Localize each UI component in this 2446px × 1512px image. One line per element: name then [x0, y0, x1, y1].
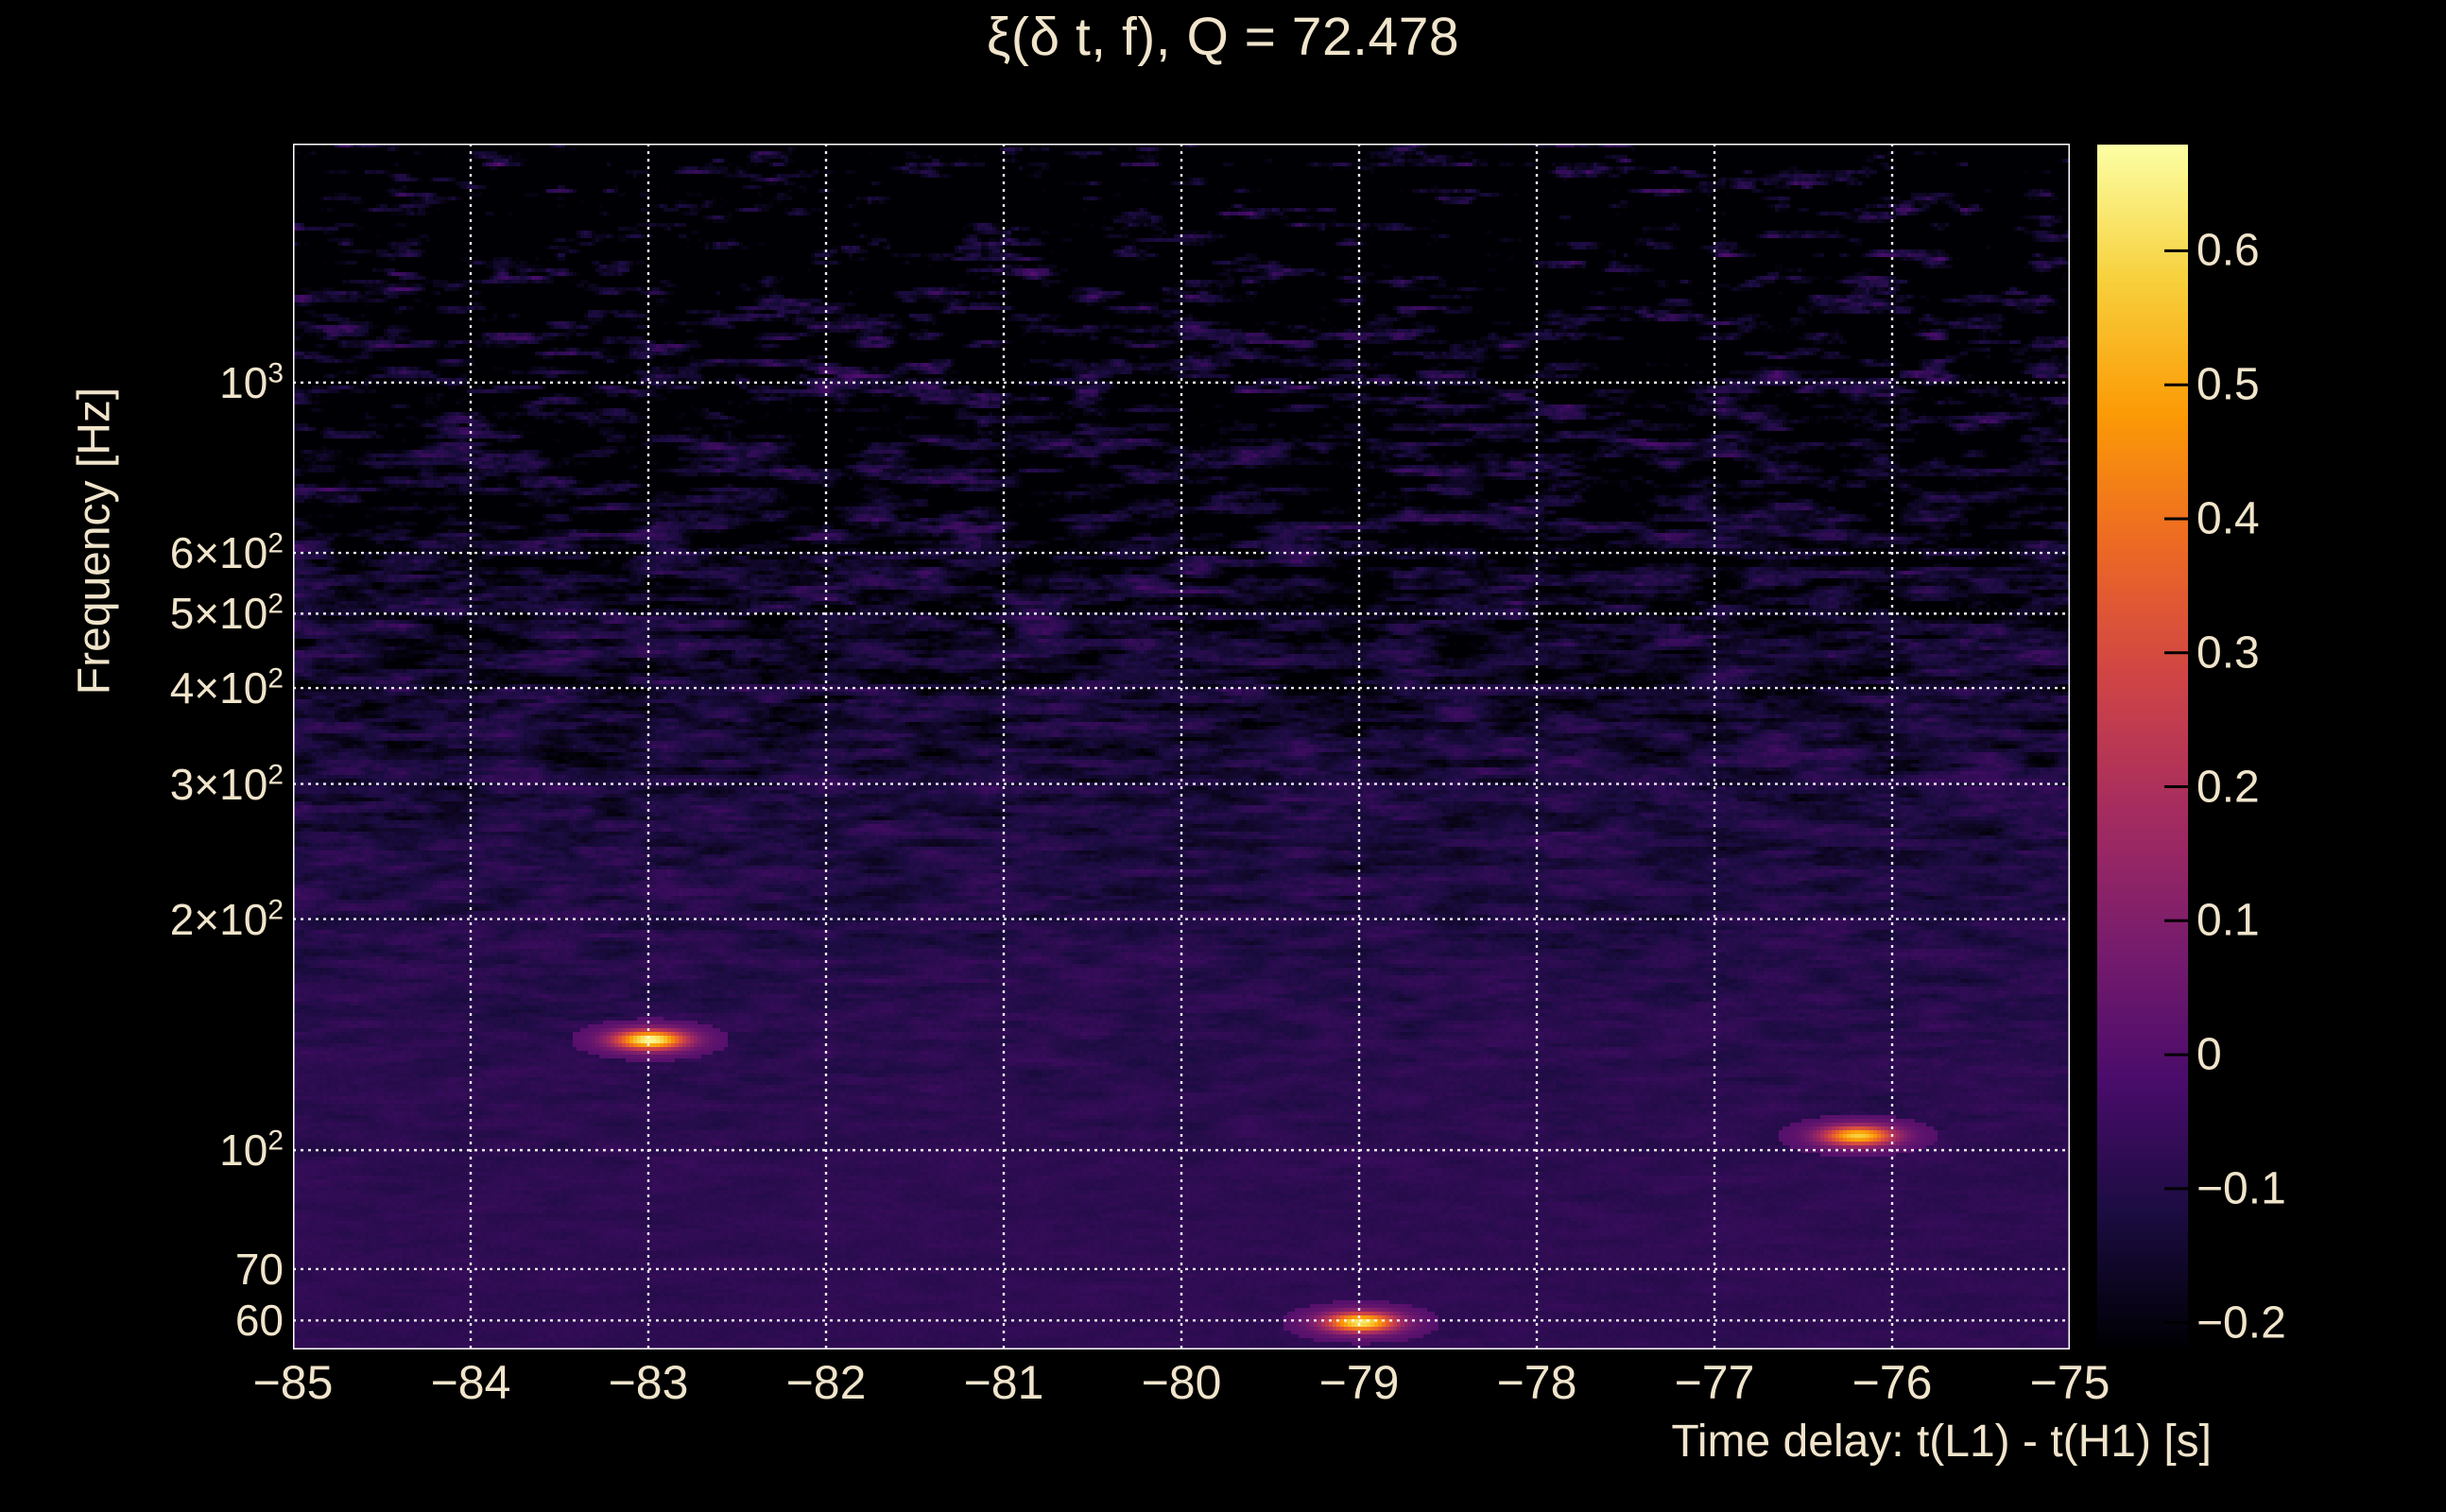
x-tick-label: −84 [430, 1356, 511, 1409]
colorbar-tick-label: 0.1 [2196, 895, 2260, 946]
colorbar-tick-label: −0.2 [2196, 1297, 2286, 1349]
colorbar-tick-label: 0.4 [2196, 493, 2260, 544]
x-tick-label: −77 [1674, 1356, 1755, 1409]
x-tick-label: −82 [785, 1356, 867, 1409]
figure-title: ξ(δ t, f), Q = 72.478 [986, 7, 1460, 67]
y-tick-label: 5×102 [169, 589, 284, 639]
colorbar-tick-labels: 0.6 0.5 0.4 0.3 0.2 0.1 0 −0.1 −0.2 [2196, 144, 2386, 1349]
x-axis-title: Time delay: t(L1) - t(H1) [s] [1671, 1417, 2212, 1467]
y-axis-tick-labels: 103 6×102 5×102 4×102 3×102 2×102 102 70 60 [0, 144, 284, 1349]
y-tick-label: 103 [219, 357, 284, 407]
x-tick-label: −81 [963, 1356, 1044, 1409]
colorbar-tick-label: −0.1 [2196, 1163, 2286, 1214]
heatmap-plot-area [293, 144, 2070, 1349]
heatmap-image [293, 144, 2070, 1349]
y-tick-label: 102 [219, 1125, 284, 1176]
colorbar-tick-label: 0.6 [2196, 225, 2260, 276]
x-tick-label: −85 [252, 1356, 334, 1409]
colorbar-gradient [2096, 144, 2189, 1349]
colorbar-tick-label: 0.5 [2196, 359, 2260, 410]
x-tick-label: −79 [1318, 1356, 1400, 1409]
x-tick-label: −83 [608, 1356, 689, 1409]
x-tick-label: −76 [1852, 1356, 1933, 1409]
colorbar-tick-label: 0.3 [2196, 627, 2260, 679]
x-axis-tick-labels: −85 −84 −83 −82 −81 −80 −79 −78 −77 −76 −75 [253, 1355, 2110, 1421]
x-tick-label: −75 [2029, 1356, 2110, 1409]
y-tick-label: 4×102 [169, 662, 284, 713]
colorbar-tick-label: 0 [2196, 1029, 2222, 1080]
x-tick-label: −78 [1496, 1356, 1577, 1409]
y-tick-label: 6×102 [169, 527, 284, 578]
y-tick-label: 3×102 [169, 759, 284, 809]
y-tick-label: 70 [234, 1244, 284, 1294]
y-tick-label: 2×102 [169, 894, 284, 944]
y-tick-label: 60 [234, 1296, 284, 1346]
x-tick-label: −80 [1141, 1356, 1222, 1409]
colorbar-tick-label: 0.2 [2196, 762, 2260, 813]
colorbar [2096, 144, 2189, 1349]
